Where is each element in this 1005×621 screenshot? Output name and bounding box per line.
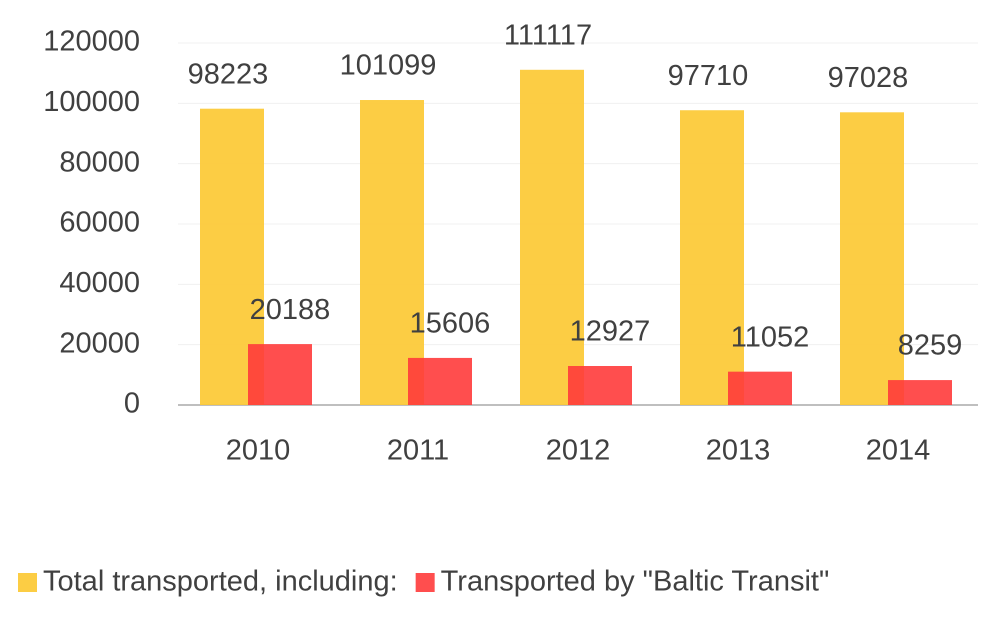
- x-tick-label: 2013: [706, 435, 771, 467]
- x-tick-label: 2014: [866, 435, 931, 467]
- y-tick-label: 120000: [43, 26, 140, 58]
- y-tick-label: 0: [124, 388, 140, 420]
- data-label: 8259: [898, 330, 963, 362]
- bar: [360, 100, 424, 406]
- data-label: 15606: [410, 308, 491, 340]
- data-label: 11052: [731, 321, 810, 353]
- bar: [840, 112, 904, 406]
- data-label: 20188: [250, 294, 331, 326]
- legend-label: Total transported, including:: [43, 566, 398, 598]
- legend-label: Transported by "Baltic Transit": [441, 566, 830, 598]
- bar: [888, 380, 952, 405]
- y-tick-label: 20000: [59, 327, 140, 359]
- bar: [408, 357, 472, 405]
- legend-swatch: [18, 573, 37, 592]
- y-tick-label: 80000: [59, 146, 140, 178]
- data-label: 97028: [828, 62, 909, 94]
- legend-swatch: [415, 573, 435, 592]
- bar: [248, 344, 312, 405]
- x-tick-label: 2012: [546, 435, 611, 467]
- data-label: 97710: [668, 60, 749, 92]
- x-tick-label: 2010: [226, 435, 291, 467]
- x-tick-label: 2011: [387, 435, 449, 467]
- y-tick-label: 100000: [43, 86, 140, 118]
- bar: [520, 69, 584, 405]
- bar: [568, 366, 632, 405]
- y-tick-label: 60000: [59, 207, 140, 239]
- data-label: 101099: [340, 50, 437, 82]
- bar: [680, 110, 744, 405]
- data-label: 111117: [504, 19, 592, 51]
- y-tick-label: 40000: [59, 267, 140, 299]
- data-label: 98223: [188, 58, 269, 90]
- data-label: 12927: [570, 316, 651, 348]
- bar: [728, 371, 792, 405]
